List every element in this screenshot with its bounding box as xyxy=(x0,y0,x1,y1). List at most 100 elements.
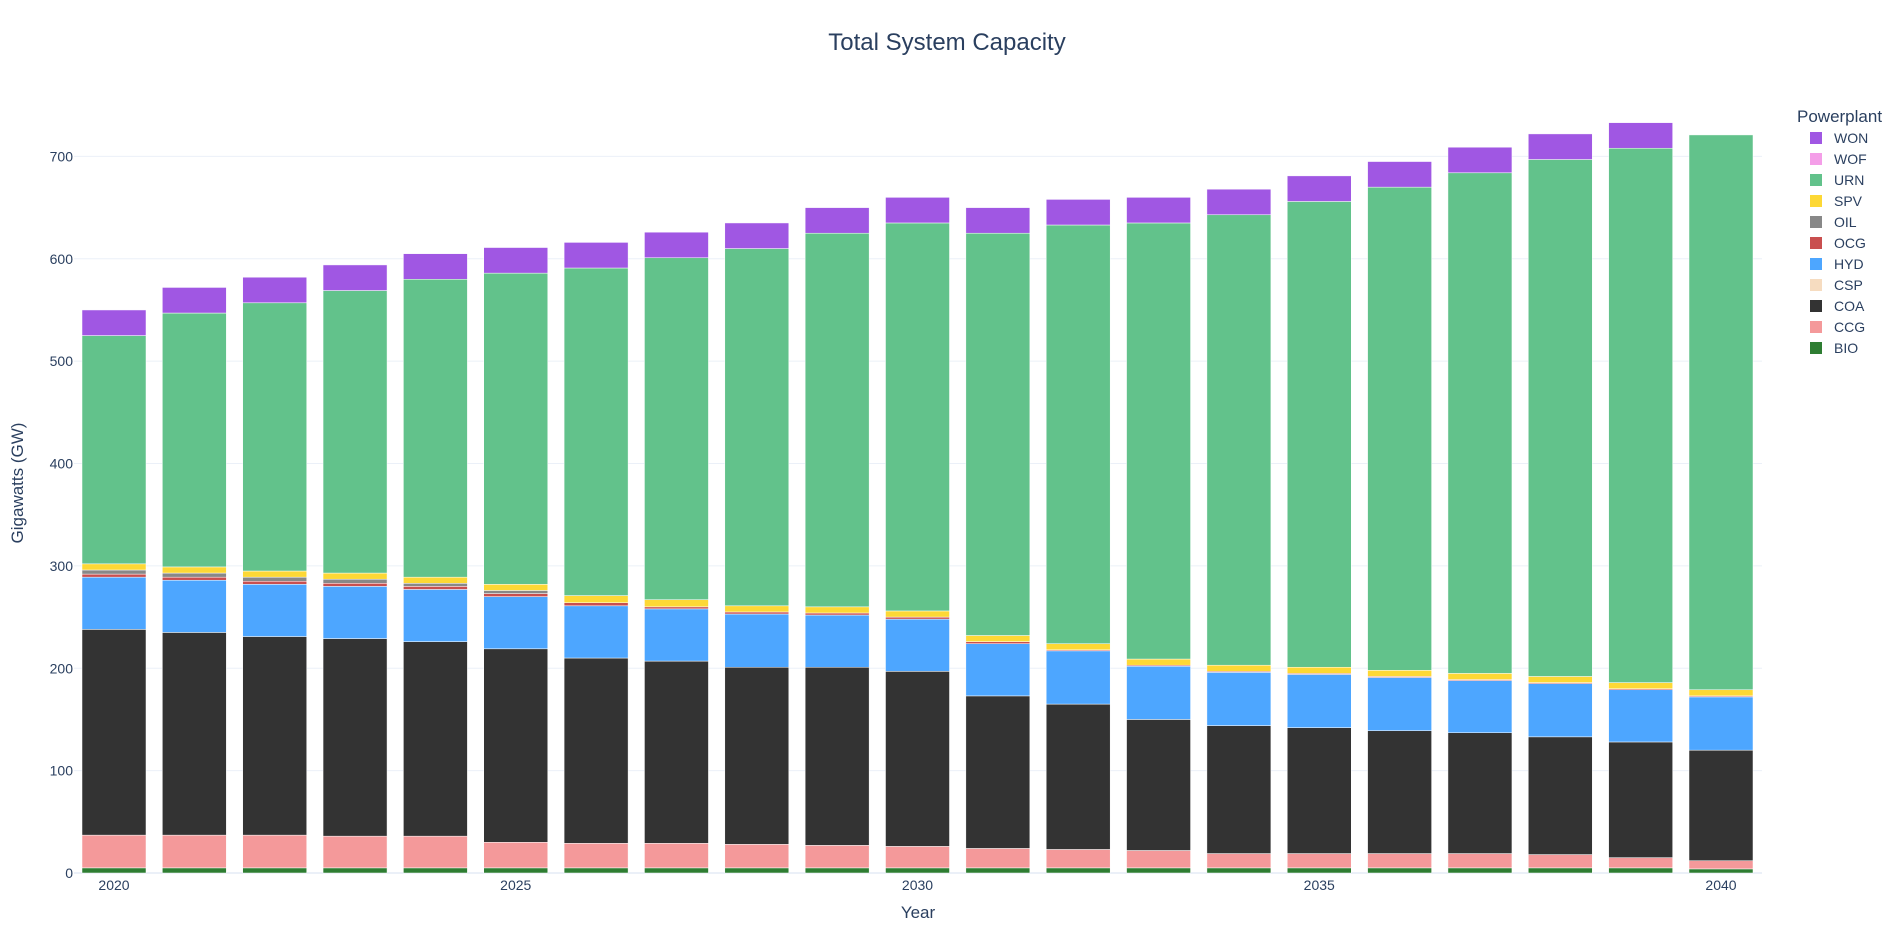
bar-spv-2032 xyxy=(1045,643,1111,651)
legend-item-wof[interactable]: WOF xyxy=(1810,151,1867,167)
bar-ccg-2025 xyxy=(483,842,548,869)
legend-label: OCG xyxy=(1834,235,1866,251)
bar-urn-2035 xyxy=(1287,201,1352,668)
bar-urn-2029 xyxy=(804,232,870,608)
bar-bio-2035 xyxy=(1287,867,1352,874)
chart-title: Total System Capacity xyxy=(828,29,1065,56)
bar-urn-2038 xyxy=(1528,159,1593,677)
bar-ocg-2027 xyxy=(644,606,709,610)
y-tick-label: 600 xyxy=(50,251,74,267)
bar-urn-2021 xyxy=(162,312,227,568)
bar-ocg-2026 xyxy=(563,602,629,607)
bar-bio-2025 xyxy=(483,867,548,874)
bar-won-2032 xyxy=(1045,199,1111,226)
bar-won-2031 xyxy=(965,207,1031,234)
legend-swatch xyxy=(1810,153,1822,165)
bar-urn-2032 xyxy=(1045,224,1111,644)
bar-oil-2020 xyxy=(81,569,147,575)
bar-ccg-2032 xyxy=(1045,849,1111,869)
legend-item-spv[interactable]: SPV xyxy=(1810,193,1863,209)
legend-label: HYD xyxy=(1834,256,1864,272)
bar-bio-2032 xyxy=(1045,867,1111,874)
bar-coa-2030 xyxy=(885,671,950,847)
legend-item-won[interactable]: WON xyxy=(1810,130,1868,146)
legend-item-coa[interactable]: COA xyxy=(1810,298,1865,314)
bar-coa-2028 xyxy=(724,666,790,845)
bar-urn-2033 xyxy=(1126,222,1191,660)
bar-hyd-2035 xyxy=(1287,674,1352,728)
bar-ccg-2030 xyxy=(885,846,950,869)
bar-oil-2021 xyxy=(162,572,227,578)
bar-urn-2024 xyxy=(403,279,468,578)
bar-coa-2034 xyxy=(1206,725,1272,854)
legend-item-oil[interactable]: OIL xyxy=(1810,214,1857,230)
legend-item-hyd[interactable]: HYD xyxy=(1810,256,1864,272)
bar-ocg-2031 xyxy=(965,641,1031,644)
bar-spv-2033 xyxy=(1126,658,1191,666)
bar-hyd-2025 xyxy=(483,596,548,650)
legend-label: BIO xyxy=(1834,340,1858,356)
bar-coa-2027 xyxy=(644,660,709,844)
legend-label: URN xyxy=(1834,172,1864,188)
bar-won-2025 xyxy=(483,247,548,274)
bar-ocg-2023 xyxy=(322,583,388,587)
y-tick-label: 200 xyxy=(50,660,74,676)
bar-ocg-2021 xyxy=(162,576,227,581)
bar-bio-2033 xyxy=(1126,867,1191,874)
bar-bio-2040 xyxy=(1688,868,1754,874)
bar-hyd-2022 xyxy=(242,584,307,637)
legend-item-csp[interactable]: CSP xyxy=(1810,277,1863,293)
legend-item-urn[interactable]: URN xyxy=(1810,172,1864,188)
bar-coa-2040 xyxy=(1688,749,1754,861)
bar-hyd-2024 xyxy=(403,589,468,642)
bar-urn-2023 xyxy=(322,290,388,574)
bar-won-2030 xyxy=(885,197,950,224)
legend-label: WOF xyxy=(1834,151,1867,167)
bar-hyd-2029 xyxy=(804,614,870,668)
bar-coa-2024 xyxy=(403,641,468,837)
bar-urn-2025 xyxy=(483,272,548,585)
legend-label: CCG xyxy=(1834,319,1865,335)
bar-coa-2032 xyxy=(1045,703,1111,850)
bar-bio-2028 xyxy=(724,867,790,874)
x-tick-label: 2020 xyxy=(98,877,129,893)
bar-hyd-2031 xyxy=(965,643,1031,697)
bar-hyd-2023 xyxy=(322,586,388,639)
bar-ccg-2022 xyxy=(242,834,307,869)
legend-swatch xyxy=(1810,216,1822,228)
legend-item-ocg[interactable]: OCG xyxy=(1810,235,1866,251)
bar-coa-2037 xyxy=(1447,732,1513,854)
bar-urn-2020 xyxy=(81,335,147,565)
bar-oil-2024 xyxy=(403,583,468,587)
bar-bio-2021 xyxy=(162,867,227,874)
bar-bio-2031 xyxy=(965,867,1031,874)
bar-hyd-2021 xyxy=(162,579,227,633)
bar-ccg-2039 xyxy=(1608,857,1673,869)
bar-coa-2039 xyxy=(1608,741,1673,858)
bar-spv-2039 xyxy=(1608,682,1673,689)
bar-coa-2038 xyxy=(1528,736,1593,855)
bar-bio-2029 xyxy=(804,867,870,874)
legend-label: COA xyxy=(1834,298,1865,314)
bar-bio-2023 xyxy=(322,867,388,874)
bar-won-2022 xyxy=(242,276,307,304)
bar-won-2021 xyxy=(162,287,227,314)
bar-coa-2023 xyxy=(322,638,388,837)
bar-bio-2036 xyxy=(1367,867,1432,874)
legend-item-bio[interactable]: BIO xyxy=(1810,340,1858,356)
bar-won-2038 xyxy=(1528,133,1593,160)
y-tick-label: 500 xyxy=(50,353,74,369)
bar-bio-2039 xyxy=(1608,867,1673,874)
bar-coa-2036 xyxy=(1367,730,1432,854)
bar-won-2039 xyxy=(1608,122,1673,149)
bar-ccg-2027 xyxy=(644,843,709,869)
bar-ccg-2020 xyxy=(81,834,147,869)
bar-ocg-2030 xyxy=(885,616,950,620)
bar-urn-2026 xyxy=(563,267,629,596)
bar-spv-2030 xyxy=(885,610,950,618)
bar-ccg-2021 xyxy=(162,834,227,869)
bar-hyd-2036 xyxy=(1367,677,1432,731)
x-tick-label: 2030 xyxy=(902,877,933,893)
legend-item-ccg[interactable]: CCG xyxy=(1810,319,1865,335)
